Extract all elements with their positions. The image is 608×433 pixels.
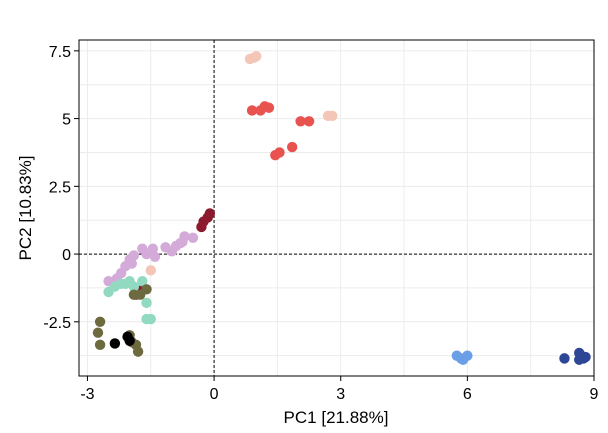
data-point-group-light-blue [457,354,469,365]
data-point-group-lavender [175,238,186,249]
data-point-group-lavender [126,258,137,269]
data-point-group-black [124,335,135,346]
data-point-group-mint [141,297,152,309]
data-point-group-red [303,116,315,127]
data-point-group-mint [109,281,121,292]
data-point-group-olive [92,327,104,338]
x-axis-ticks: -3 0 3 6 9 [80,376,599,403]
y-axis-title: PC2 [10.83%] [16,156,35,261]
data-point-group-lavender [166,246,178,257]
data-points [92,51,591,365]
data-point-group-red [286,141,298,153]
data-point-group-navy [559,353,570,364]
data-point-group-navy [580,351,591,363]
x-tick-label: 3 [336,386,345,403]
plot-background [79,40,594,376]
data-point-group-dark-red [196,221,207,233]
x-axis-title: PC1 [21.88%] [284,408,389,427]
x-tick-label: -3 [80,386,94,403]
data-point-group-mint [120,278,131,290]
x-tick-label: 9 [590,386,599,403]
data-point-group-light-pink [251,51,262,62]
data-point-group-black [109,338,121,349]
data-point-group-mint [141,313,152,325]
x-tick-label: 0 [210,386,219,403]
data-point-group-olive [128,289,140,300]
data-point-group-red [246,105,258,116]
y-tick-label: -2.5 [43,315,71,332]
data-point-group-red [274,147,285,158]
data-point-group-lavender [149,251,161,262]
x-tick-label: 6 [463,386,472,403]
data-point-group-olive [94,339,106,351]
y-tick-label: 5 [62,112,71,129]
data-point-group-lavender [187,232,199,244]
reference-lines [79,40,594,376]
y-axis-ticks: -2.5 0 2.5 5 7.5 [43,44,79,332]
data-point-group-lavender [137,243,148,254]
data-point-group-red [295,116,306,127]
data-point-group-red [263,102,275,113]
data-point-group-mint [137,275,148,287]
y-tick-label: 7.5 [49,44,71,61]
data-point-group-light-pink [145,265,156,276]
data-point-group-light-pink [327,110,338,122]
y-tick-label: 0 [62,247,71,264]
plot-frame [78,39,595,377]
data-point-group-olive [132,346,144,357]
data-point-group-olive [94,316,106,328]
y-tick-label: 2.5 [49,179,71,196]
